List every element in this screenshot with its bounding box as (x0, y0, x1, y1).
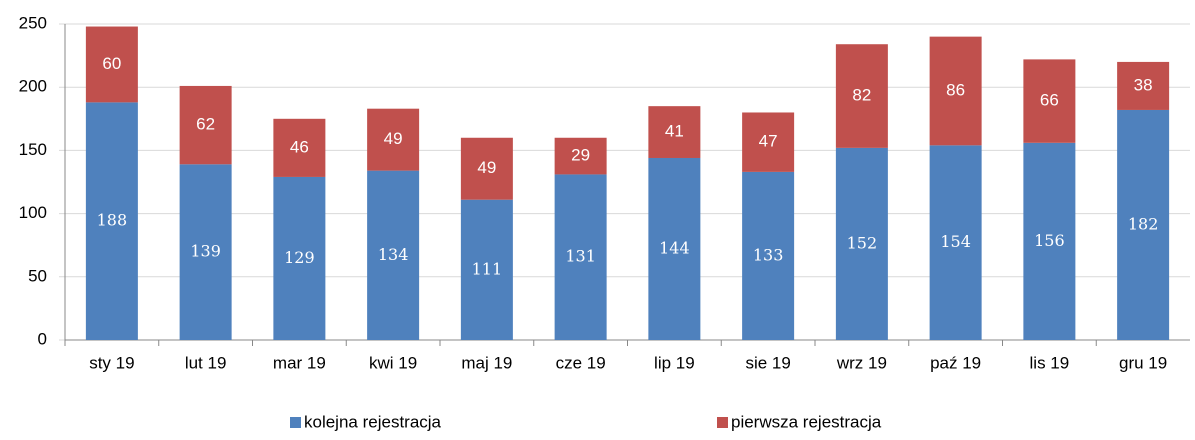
bar-segment (648, 157, 701, 340)
x-tick-label: sie 19 (745, 353, 790, 372)
data-label: 41 (665, 122, 684, 141)
bar-segment (1023, 142, 1076, 340)
data-label: 156 (1034, 231, 1065, 250)
x-tick-label: gru 19 (1119, 353, 1167, 372)
x-tick-label: maj 19 (461, 353, 512, 372)
data-label: 49 (384, 129, 403, 148)
bar-segment (85, 102, 138, 340)
bar-segment (1023, 59, 1076, 143)
y-tick-label: 50 (28, 266, 47, 285)
bar-segment (742, 171, 795, 340)
bar-segment (1117, 61, 1170, 110)
data-label: 82 (852, 86, 871, 105)
data-label: 66 (1040, 91, 1059, 110)
bar-segment (179, 164, 232, 340)
y-tick-label: 0 (38, 329, 47, 348)
bar-segment (929, 145, 982, 340)
data-label: 111 (472, 259, 503, 278)
data-label: 188 (97, 211, 128, 230)
x-tick-label: mar 19 (273, 353, 326, 372)
bar-segment (1117, 109, 1170, 341)
x-tick-label: lut 19 (185, 353, 227, 372)
data-label: 144 (659, 238, 690, 257)
bar-segment (460, 199, 513, 340)
legend-swatch (290, 417, 301, 428)
bar-segment (835, 44, 888, 148)
y-tick-label: 150 (19, 140, 47, 159)
data-label: 134 (378, 245, 409, 264)
data-label: 62 (196, 115, 215, 134)
data-label: 38 (1134, 75, 1153, 94)
legend-label: kolejna rejestracja (304, 412, 442, 431)
y-tick-label: 100 (19, 203, 47, 222)
x-tick-label: cze 19 (556, 353, 606, 372)
bar-segment (85, 26, 138, 103)
data-label: 182 (1128, 214, 1159, 233)
data-label: 152 (847, 233, 878, 252)
bar-segment (367, 170, 420, 340)
bar-segment (554, 137, 607, 175)
data-label: 139 (190, 242, 221, 261)
x-tick-label: lis 19 (1030, 353, 1070, 372)
data-label: 60 (102, 54, 121, 73)
data-label: 133 (753, 245, 784, 264)
data-label: 86 (946, 80, 965, 99)
legend-label: pierwsza rejestracja (731, 412, 882, 431)
data-label: 131 (565, 247, 596, 266)
data-label: 47 (759, 132, 778, 151)
bar-segment (367, 108, 420, 171)
y-tick-label: 200 (19, 77, 47, 96)
x-tick-label: wrz 19 (836, 353, 887, 372)
bar-segment (835, 147, 888, 340)
data-label: 154 (940, 232, 971, 251)
bar-segment (554, 174, 607, 340)
data-label: 49 (477, 158, 496, 177)
x-tick-label: paź 19 (930, 353, 981, 372)
data-label: 129 (284, 248, 315, 267)
legend-swatch (717, 417, 728, 428)
data-label: 29 (571, 146, 590, 165)
x-tick-label: kwi 19 (369, 353, 417, 372)
bar-segment (273, 118, 326, 177)
bar-segment (742, 112, 795, 172)
data-label: 46 (290, 137, 309, 156)
bar-segment (648, 106, 701, 158)
bar-segment (273, 176, 326, 340)
x-tick-label: lip 19 (654, 353, 695, 372)
bar-segment (460, 137, 513, 200)
y-tick-label: 250 (19, 13, 47, 32)
bar-segment (929, 36, 982, 146)
x-tick-label: sty 19 (89, 353, 134, 372)
bar-segment (179, 85, 232, 165)
